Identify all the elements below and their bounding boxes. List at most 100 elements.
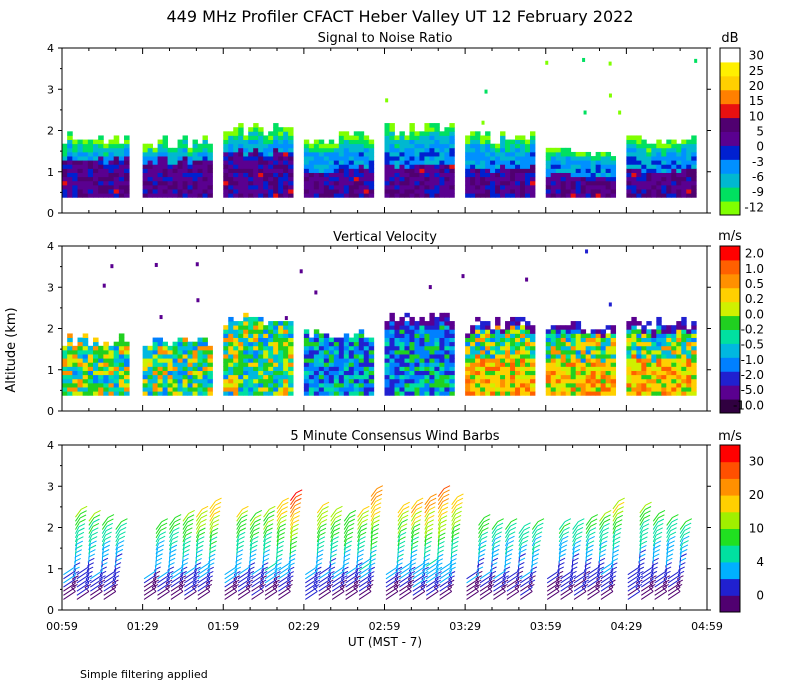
- heatmap-cell: [93, 349, 99, 355]
- wind-barb-low: [278, 578, 291, 588]
- heatmap-cell: [288, 184, 294, 190]
- heatmap-cell: [666, 374, 672, 380]
- heatmap-cell: [550, 147, 557, 153]
- wind-barb-segment: [289, 557, 291, 563]
- wind-barb-segment: [423, 561, 426, 567]
- wind-barb-flag: [395, 570, 402, 575]
- heatmap-cell: [283, 358, 289, 363]
- heatmap-cell: [691, 341, 697, 347]
- wind-barb-flag: [360, 523, 368, 528]
- heatmap-cell: [103, 172, 109, 178]
- heatmap-cell: [434, 180, 440, 186]
- heatmap-cell: [323, 387, 330, 392]
- wind-barb-flag: [415, 510, 422, 515]
- wind-barb-flag: [489, 570, 497, 575]
- heatmap-cell: [202, 387, 208, 392]
- heatmap-cell: [167, 382, 173, 388]
- heatmap-cell: [671, 164, 677, 169]
- wind-barb-flag: [236, 549, 244, 554]
- heatmap-cell: [233, 168, 239, 173]
- heatmap-cell: [142, 362, 149, 367]
- wind-barb-low: [506, 582, 520, 592]
- colorbar-label: -10.0: [733, 398, 764, 412]
- heatmap-cell: [631, 193, 637, 198]
- heatmap-cell: [62, 374, 68, 380]
- heatmap-cell: [197, 349, 203, 355]
- wind-barb-segment: [357, 509, 364, 518]
- heatmap-cell: [197, 382, 203, 388]
- heatmap-cell: [404, 333, 410, 338]
- heatmap-cell: [248, 358, 254, 363]
- wind-barb-flag: [453, 523, 461, 528]
- heatmap-cell: [671, 168, 677, 173]
- heatmap-cell: [631, 172, 637, 178]
- heatmap-cell: [228, 382, 234, 388]
- heatmap-cell: [303, 189, 310, 194]
- heatmap-cell: [124, 366, 130, 371]
- heatmap-cell: [626, 349, 632, 355]
- heatmap-cell: [263, 341, 269, 347]
- wind-barb-segment: [423, 557, 426, 563]
- heatmap-cell: [605, 358, 612, 363]
- heatmap-cell: [600, 387, 607, 392]
- heatmap-cell: [651, 354, 657, 359]
- wind-barb-flag: [455, 506, 463, 511]
- heatmap-cell: [475, 329, 481, 334]
- heatmap-cell: [681, 172, 687, 178]
- wind-barb-segment: [193, 574, 197, 580]
- heatmap-cell: [545, 168, 552, 173]
- heatmap-cell: [475, 151, 481, 157]
- wind-barb-segment: [505, 525, 511, 534]
- heatmap-cell: [283, 139, 289, 145]
- heatmap-cell: [77, 341, 84, 347]
- heatmap-cell: [313, 358, 320, 363]
- heatmap-cell: [384, 366, 390, 371]
- heatmap-cell: [434, 382, 440, 388]
- heatmap-cell: [268, 333, 274, 338]
- heatmap-cell: [414, 370, 420, 376]
- heatmap-cell: [510, 172, 516, 178]
- heatmap-cell: [72, 189, 78, 194]
- colorbar-swatch: [720, 145, 740, 160]
- heatmap-cell: [243, 391, 249, 396]
- heatmap-cell: [358, 345, 365, 351]
- heatmap-cell: [424, 387, 430, 392]
- heatmap-cell: [363, 378, 370, 384]
- heatmap-cell: [263, 374, 269, 380]
- heatmap-cell: [570, 151, 577, 157]
- heatmap-cell: [515, 143, 521, 149]
- heatmap-cell: [67, 143, 73, 149]
- wind-barb-flag: [157, 544, 165, 549]
- heatmap-cell: [338, 156, 345, 161]
- wind-barb-low: [184, 574, 197, 584]
- heatmap-cell: [207, 172, 213, 178]
- wind-barb-low: [251, 586, 264, 596]
- wind-barb-segment: [369, 561, 372, 567]
- heatmap-cell: [343, 378, 350, 384]
- colorbar-swatch: [720, 399, 740, 414]
- heatmap-cell: [681, 366, 687, 371]
- heatmap-cell: [384, 325, 390, 330]
- heatmap-cell: [233, 325, 239, 330]
- wind-barb-segment: [357, 522, 363, 530]
- heatmap-cell: [646, 193, 652, 198]
- heatmap-cell: [197, 378, 203, 384]
- heatmap-cell: [368, 370, 375, 376]
- wind-barb-low: [331, 591, 345, 600]
- heatmap-cell: [500, 329, 506, 334]
- heatmap-cell: [666, 382, 672, 388]
- heatmap-cell: [278, 362, 284, 367]
- heatmap-cell: [177, 387, 183, 392]
- wind-barb-segment: [169, 521, 176, 530]
- heatmap-cell: [505, 180, 511, 186]
- wind-barb-segment: [155, 521, 163, 530]
- wind-barb-low: [546, 591, 560, 600]
- wind-barb-segment: [72, 574, 76, 580]
- wind-barb-segment: [343, 534, 348, 543]
- heatmap-cell: [93, 193, 99, 198]
- wind-barb-low: [439, 574, 452, 584]
- wind-barb-segment: [478, 548, 481, 555]
- heatmap-cell: [661, 151, 667, 157]
- wind-barb-segment: [330, 548, 333, 555]
- heatmap-cell: [147, 189, 154, 194]
